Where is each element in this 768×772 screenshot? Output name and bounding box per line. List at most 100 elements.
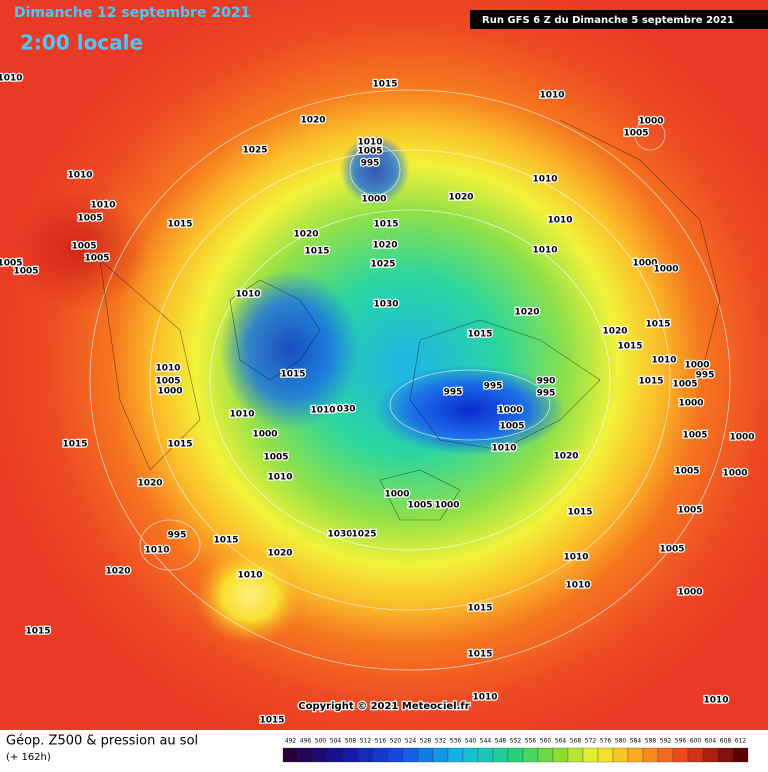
pressure-label: 1000 (384, 490, 409, 500)
scale-label: 568 (570, 738, 582, 745)
pressure-label: 1010 (229, 410, 254, 420)
pressure-label: 995 (444, 388, 463, 398)
pressure-label: 995 (537, 389, 556, 399)
pressure-label: 1010 (0, 74, 23, 84)
scale-swatch (357, 747, 374, 763)
pressure-label: 1005 (682, 431, 707, 441)
pressure-label: 1025 (370, 260, 395, 270)
pressure-label: 1015 (372, 80, 397, 90)
pressure-label: 995 (484, 382, 503, 392)
pressure-label: 1015 (638, 377, 663, 387)
scale-label: 528 (420, 738, 432, 745)
pressure-label: 1010 (310, 406, 335, 416)
pressure-label: 1010 (703, 696, 728, 706)
pressure-label: 1030 (327, 530, 352, 540)
scale-swatch (297, 747, 314, 763)
scale-label: 544 (480, 738, 492, 745)
pressure-label: 1010 (155, 364, 180, 374)
pressure-label: 1020 (553, 452, 578, 462)
pressure-label: 1015 (280, 370, 305, 380)
local-time: 2:00 locale (20, 31, 143, 55)
scale-swatch (387, 747, 404, 763)
pressure-label: 1020 (448, 193, 473, 203)
map-background (0, 0, 768, 730)
scale-swatch (522, 747, 539, 763)
pressure-label: 1000 (638, 117, 663, 127)
scale-swatch (672, 747, 689, 763)
pressure-label: 1010 (651, 356, 676, 366)
scale-swatch (642, 747, 659, 763)
scale-swatch (462, 747, 479, 763)
pressure-label: 1015 (467, 330, 492, 340)
pressure-label: 1025 (242, 146, 267, 156)
scale-swatch (717, 747, 734, 763)
scale-label: 576 (600, 738, 612, 745)
pressure-label: 1015 (567, 508, 592, 518)
pressure-label: 1005 (677, 506, 702, 516)
pressure-label: 1000 (252, 430, 277, 440)
scale-label: 520 (390, 738, 402, 745)
pressure-label: 1015 (167, 220, 192, 230)
run-box (470, 10, 768, 29)
pressure-label: 1015 (167, 440, 192, 450)
pressure-label: 1010 (237, 571, 262, 581)
scale-label: 584 (630, 738, 642, 745)
scale-label: 496 (300, 738, 312, 745)
pressure-label: 1000 (722, 469, 747, 479)
pressure-label: 1005 (71, 242, 96, 252)
pressure-label: 1005 (84, 254, 109, 264)
scale-label: 560 (540, 738, 552, 745)
scale-swatch (342, 747, 359, 763)
pressure-label: 1005 (659, 545, 684, 555)
scale-label: 516 (375, 738, 387, 745)
scale-label: 592 (660, 738, 672, 745)
pressure-label: 1000 (632, 259, 657, 269)
pressure-label: 1005 (407, 501, 432, 511)
pressure-label: 1010 (472, 693, 497, 703)
pressure-label: 1005 (623, 129, 648, 139)
pressure-label: 1015 (467, 650, 492, 660)
scale-swatch (732, 747, 749, 763)
pressure-label: 1000 (157, 387, 182, 397)
scale-swatch (567, 747, 584, 763)
pressure-label: 1020 (267, 549, 292, 559)
pressure-label: 1000 (678, 399, 703, 409)
pressure-label: 1005 (357, 147, 382, 157)
pressure-label: 1015 (467, 604, 492, 614)
scale-label: 604 (705, 738, 717, 745)
pressure-label: 995 (696, 371, 715, 381)
scale-swatch (402, 747, 419, 763)
scale-swatch (492, 747, 509, 763)
scale-label: 608 (720, 738, 732, 745)
scale-swatch (477, 747, 494, 763)
scale-label: 524 (405, 738, 417, 745)
pressure-label: 1015 (373, 220, 398, 230)
pressure-label: 1010 (267, 473, 292, 483)
scale-swatch (627, 747, 644, 763)
pressure-label: 1015 (645, 320, 670, 330)
pressure-label: 1020 (293, 230, 318, 240)
scale-label: 572 (585, 738, 597, 745)
pressure-label: 1000 (497, 406, 522, 416)
scale-swatch (417, 747, 434, 763)
pressure-label: 1015 (62, 440, 87, 450)
pressure-label: 1010 (547, 216, 572, 226)
pressure-label: 990 (537, 377, 556, 387)
low-pressure-area (220, 270, 360, 430)
pressure-label: 1010 (67, 171, 92, 181)
scale-label: 536 (450, 738, 462, 745)
pressure-label: 1000 (653, 265, 678, 275)
pressure-label: 1010 (563, 553, 588, 563)
pressure-label: 1010 (565, 581, 590, 591)
pressure-label: 1010 (235, 290, 260, 300)
scale-label: 596 (675, 738, 687, 745)
copyright: Copyright © 2021 Meteociel.fr (298, 701, 469, 712)
pressure-label: 1010 (90, 201, 115, 211)
pressure-label: 995 (361, 159, 380, 169)
pressure-label: 1015 (304, 247, 329, 257)
pressure-label: 1010 (532, 175, 557, 185)
high-geopotential-area (10, 190, 150, 310)
scale-label: 504 (330, 738, 342, 745)
pressure-label: 1005 (672, 380, 697, 390)
